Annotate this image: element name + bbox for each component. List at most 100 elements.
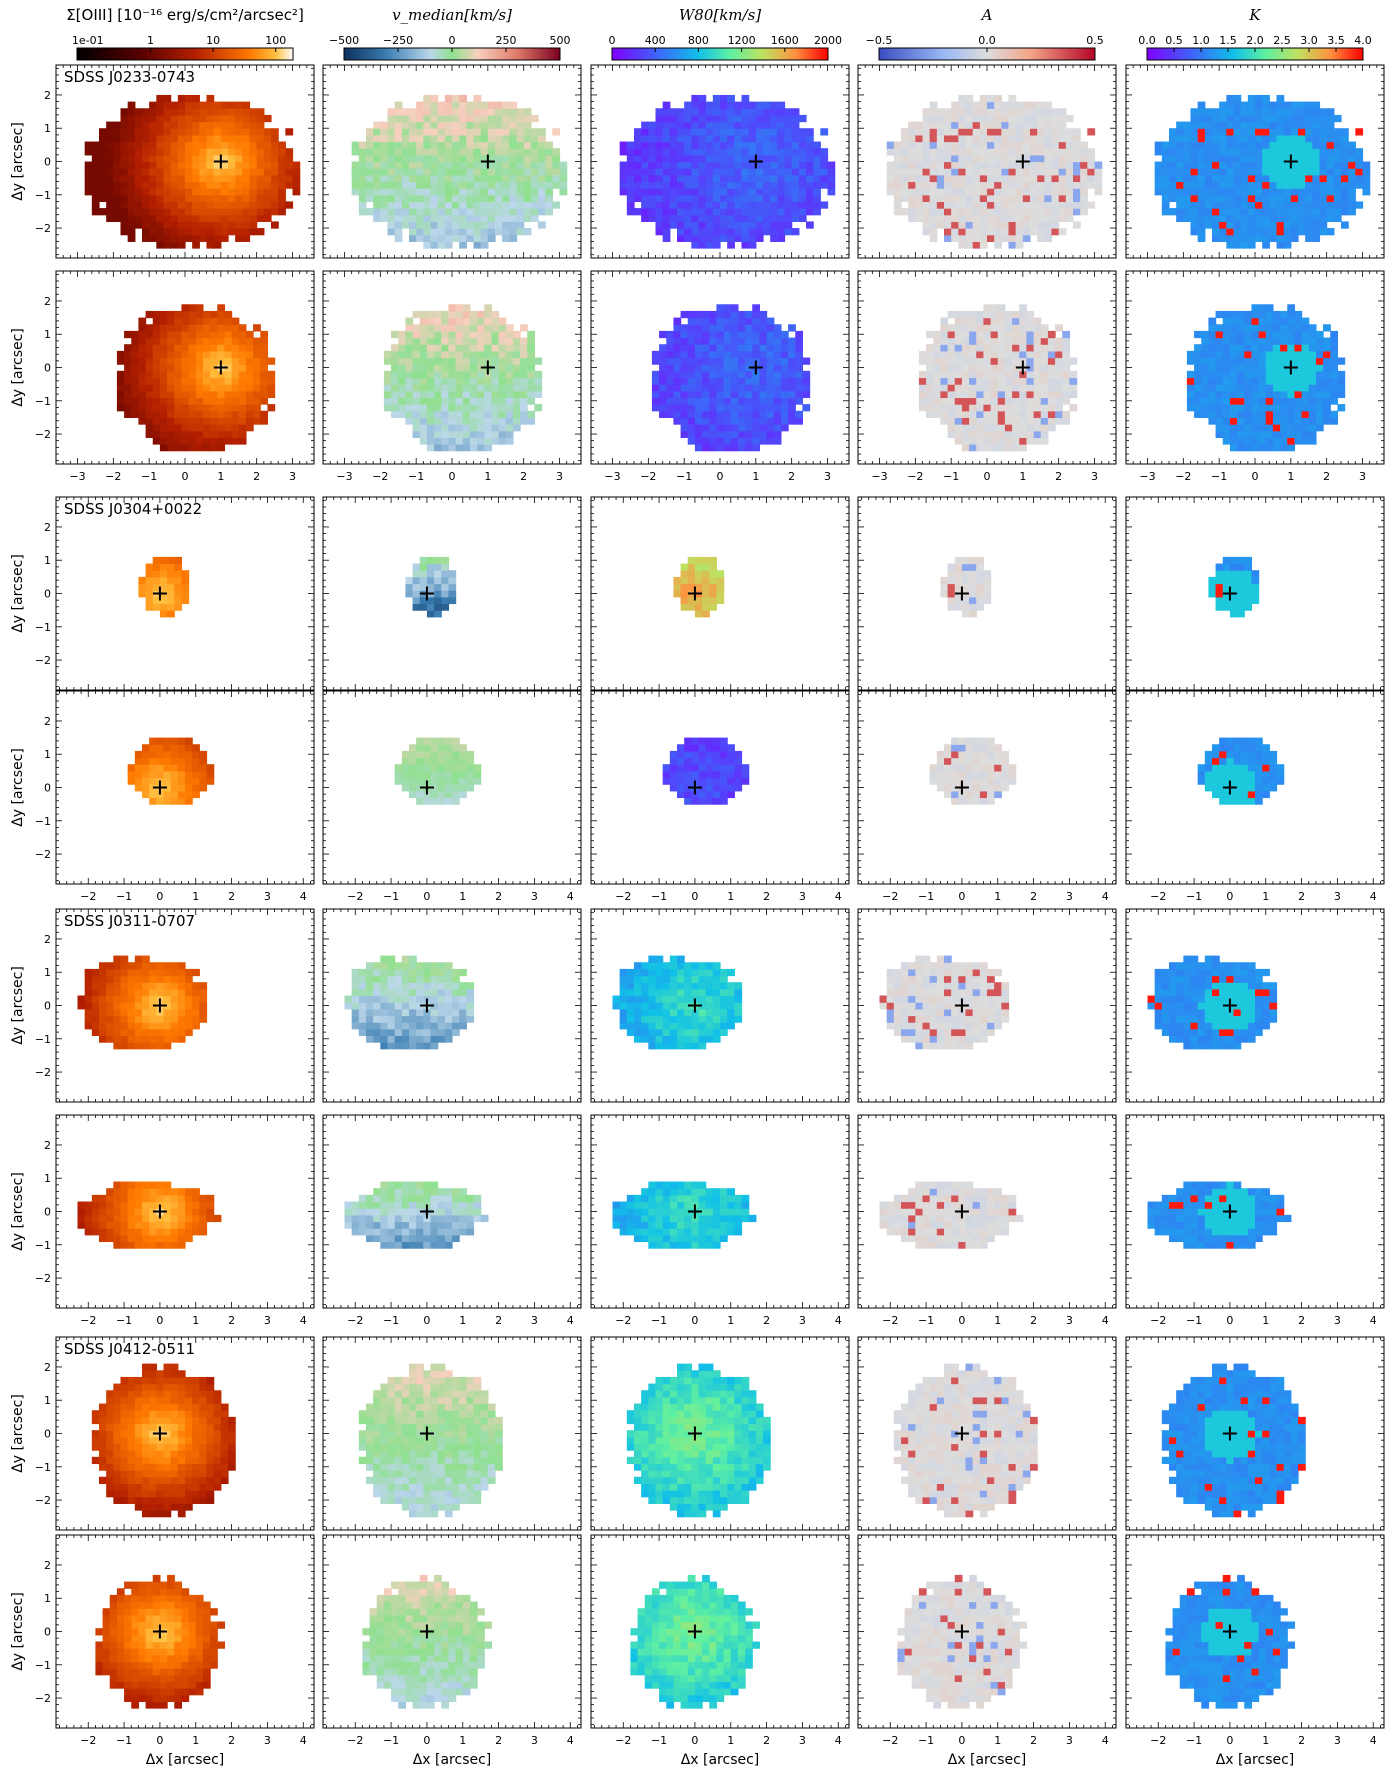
colorbar-tick-label: −500 — [329, 34, 359, 47]
map-pixel — [246, 364, 254, 371]
map-pixel — [92, 181, 100, 188]
map-pixel — [627, 208, 635, 215]
map-pixel — [207, 208, 215, 215]
map-pixel — [423, 181, 431, 188]
map-pixel — [388, 181, 396, 188]
map-pixel — [1023, 201, 1031, 208]
map-pixel — [160, 431, 168, 438]
map-pixel — [785, 221, 793, 228]
map-pixel — [138, 338, 146, 345]
map-pixel — [224, 431, 232, 438]
map-pixel — [1009, 175, 1017, 182]
map-pixel — [135, 195, 143, 202]
map-pixel — [1059, 175, 1067, 182]
map-pixel — [724, 331, 732, 338]
map-pixel — [756, 175, 764, 182]
map-pixel — [1183, 215, 1191, 222]
map-pixel — [232, 351, 240, 358]
map-pixel — [366, 175, 374, 182]
map-pixel — [524, 108, 532, 115]
map-pixel — [217, 404, 225, 411]
map-pixel — [709, 338, 717, 345]
map-pixel — [441, 311, 449, 318]
map-pixel — [203, 431, 211, 438]
map-pixel — [1334, 142, 1342, 149]
map-pixel — [681, 404, 689, 411]
map-pixel — [506, 377, 514, 384]
map-pixel — [1298, 188, 1306, 195]
map-pixel — [203, 364, 211, 371]
map-pixel — [409, 201, 417, 208]
map-pixel — [688, 311, 696, 318]
map-pixel — [887, 181, 895, 188]
map-pixel — [670, 142, 678, 149]
map-pixel — [257, 108, 265, 115]
map-pixel — [1001, 168, 1009, 175]
map-pixel — [470, 318, 478, 325]
map-pixel — [264, 135, 272, 142]
map-pixel — [156, 208, 164, 215]
map-pixel — [994, 221, 1002, 228]
map-pixel — [720, 188, 728, 195]
map-pixel — [1348, 201, 1356, 208]
map-pixel — [171, 115, 179, 122]
map-pixel — [980, 142, 988, 149]
map-pixel — [156, 108, 164, 115]
map-pixel — [716, 384, 724, 391]
map-pixel — [517, 108, 525, 115]
map-pixel — [937, 115, 945, 122]
map-pixel — [499, 344, 507, 351]
map-pixel — [1198, 215, 1206, 222]
map-pixel — [138, 324, 146, 331]
map-pixel — [677, 188, 685, 195]
map-pixel — [659, 344, 667, 351]
map-pixel — [402, 208, 410, 215]
map-pixel — [627, 162, 635, 169]
map-pixel — [448, 377, 456, 384]
colorbar-tick-label: 2.0 — [1246, 34, 1264, 47]
map-pixel — [502, 168, 510, 175]
map-pixel — [235, 155, 243, 162]
map-pixel — [1001, 221, 1009, 228]
map-pixel — [709, 344, 717, 351]
map-pixel — [1023, 122, 1031, 129]
map-pixel — [1305, 188, 1313, 195]
map-pixel — [459, 201, 467, 208]
map-pixel — [538, 208, 546, 215]
map-pixel — [1234, 235, 1242, 242]
map-pixel — [1080, 148, 1088, 155]
map-pixel — [1183, 188, 1191, 195]
map-pixel — [774, 364, 782, 371]
map-pixel — [1334, 115, 1342, 122]
map-pixel — [214, 175, 222, 182]
map-pixel — [488, 128, 496, 135]
map-pixel — [777, 175, 785, 182]
map-pixel — [221, 135, 229, 142]
map-pixel — [980, 241, 988, 248]
map-pixel — [402, 148, 410, 155]
map-pixel — [666, 364, 674, 371]
map-pixel — [481, 108, 489, 115]
map-pixel — [484, 437, 492, 444]
map-pixel — [937, 175, 945, 182]
map-pixel — [1030, 108, 1038, 115]
map-pixel — [445, 228, 453, 235]
map-pixel — [1320, 181, 1328, 188]
map-pixel — [828, 162, 836, 169]
map-pixel — [792, 168, 800, 175]
map-pixel — [1037, 128, 1045, 135]
map-pixel — [445, 135, 453, 142]
map-pixel — [210, 344, 218, 351]
map-pixel — [663, 108, 671, 115]
map-pixel — [1009, 155, 1017, 162]
map-pixel — [121, 148, 129, 155]
map-pixel — [1262, 155, 1270, 162]
map-pixel — [980, 108, 988, 115]
map-pixel — [488, 215, 496, 222]
map-pixel — [278, 188, 286, 195]
map-pixel — [138, 411, 146, 418]
map-pixel — [146, 411, 154, 418]
map-pixel — [131, 358, 139, 365]
map-pixel — [1305, 142, 1313, 149]
map-pixel — [1305, 181, 1313, 188]
